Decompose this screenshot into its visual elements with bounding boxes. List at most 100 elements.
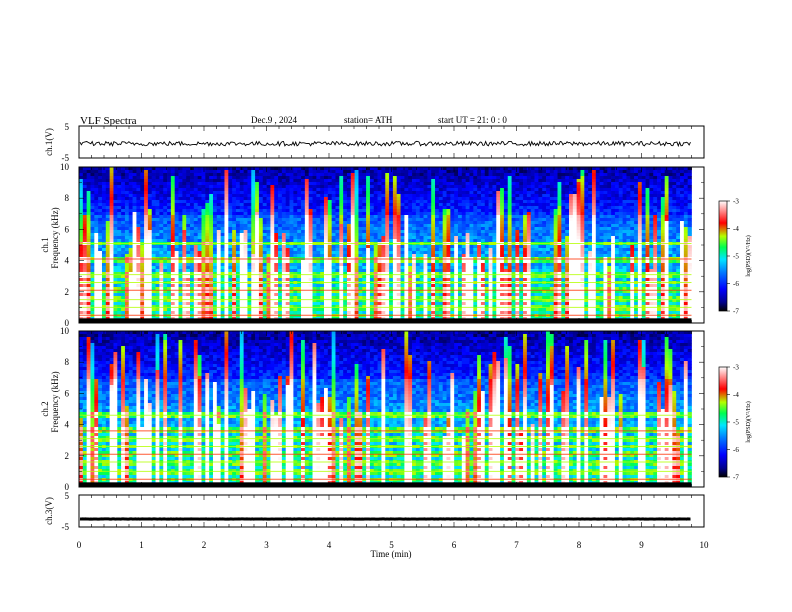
ch1-spectrogram-cell bbox=[167, 167, 172, 171]
ch1-spectrogram-cell bbox=[159, 200, 164, 204]
ch1-spectrogram-cell bbox=[335, 245, 340, 249]
ch1-spectrogram-cell bbox=[94, 254, 99, 258]
ch1-spectrogram-cell bbox=[228, 224, 233, 228]
ch1-spectrogram-cell bbox=[446, 206, 451, 210]
ch1-spectrogram-cell bbox=[457, 209, 463, 213]
ch1-spectrogram-cell bbox=[408, 218, 413, 222]
ch1-spectrogram-cell bbox=[255, 218, 260, 222]
ch1-spectrogram-cell bbox=[216, 215, 221, 219]
ch1-spectrogram-cell bbox=[350, 251, 355, 255]
ch1-spectrogram-cell bbox=[561, 212, 566, 216]
ch1-spectrogram-cell bbox=[270, 245, 275, 249]
ch1-spectrogram-cell bbox=[285, 248, 290, 252]
ch1-spectrogram-cell bbox=[109, 251, 114, 255]
ch1-spectrogram-cell bbox=[109, 230, 114, 234]
ch1-spectrogram-cell bbox=[101, 245, 107, 249]
ch1-ylabel: ch.1(V) bbox=[44, 128, 54, 156]
ch1-spectrogram-cell bbox=[377, 224, 382, 228]
ch1-spectrogram-cell bbox=[442, 170, 447, 174]
ch1-spectrogram-cell bbox=[121, 182, 126, 186]
ch1-spectrogram-cell bbox=[324, 221, 329, 225]
ch1-spectrogram-cell bbox=[626, 218, 631, 222]
ch1-spectrogram-cell bbox=[339, 185, 344, 189]
ch1-spectrogram-cell bbox=[450, 221, 455, 225]
ch1-spectrogram-cell bbox=[151, 239, 156, 243]
ch1-spectrogram-cell bbox=[193, 179, 199, 183]
ch1-spectrogram-cell bbox=[580, 191, 585, 195]
ch1-spectrogram-cell bbox=[285, 233, 290, 237]
ch1-spectrogram-cell bbox=[147, 179, 153, 183]
ch1-spectrogram-cell bbox=[595, 167, 600, 171]
ch1-spectrogram-cell bbox=[438, 188, 444, 192]
ch1-spectrogram-cell bbox=[438, 248, 444, 252]
ch1-spectrogram-cell bbox=[435, 254, 440, 258]
ch1-spectrogram-cell bbox=[457, 167, 463, 171]
ch1-spectrogram-cell bbox=[232, 188, 237, 192]
ch1-spectrogram-cell bbox=[450, 212, 455, 216]
ch1-spectrogram-cell bbox=[316, 221, 321, 225]
ch1-spectrogram-cell bbox=[90, 230, 95, 234]
ch1-spectrogram-cell bbox=[507, 185, 512, 189]
ch1-spectrogram-cell bbox=[457, 185, 463, 189]
ch1-spectrogram-cell bbox=[385, 176, 390, 180]
ch1-spectrogram-cell bbox=[193, 221, 199, 225]
ch1-spectrogram-cell bbox=[687, 197, 692, 201]
ch1-spectrogram-cell bbox=[534, 182, 539, 186]
ch1-spectrogram-cell bbox=[136, 218, 141, 222]
ch1-spectrogram-cell bbox=[469, 245, 474, 249]
ch1-spectrogram-cell bbox=[473, 176, 478, 180]
ch1-spectrogram-cell bbox=[488, 245, 493, 249]
ch1-spectrogram-cell bbox=[488, 206, 493, 210]
ch1-spectrogram-cell bbox=[687, 218, 692, 222]
ch1-spectrogram-cell bbox=[293, 218, 298, 222]
ch1-spectrogram-cell bbox=[155, 251, 160, 255]
ch1-spectrogram-cell bbox=[415, 236, 421, 240]
ch1-spectrogram-cell bbox=[618, 191, 623, 195]
ch1-spectrogram-cell bbox=[454, 176, 459, 180]
ch1-spectrogram-cell bbox=[630, 179, 635, 183]
ch1-spectrogram-cell bbox=[228, 167, 233, 171]
ch1-spectrogram-cell bbox=[457, 191, 463, 195]
ch1-spectrogram-cell bbox=[385, 254, 390, 258]
ch1-spectrogram-cell bbox=[488, 233, 493, 237]
ch1-spectrogram-cell bbox=[538, 251, 543, 255]
ch1-spectrogram-cell bbox=[400, 215, 405, 219]
ch1-spectrogram-cell bbox=[557, 212, 562, 216]
ch1-spectrogram-cell bbox=[488, 194, 493, 198]
ch1-spectrogram-cell bbox=[377, 230, 382, 234]
ch1-spectrogram-cell bbox=[649, 209, 654, 213]
ch1-spectrogram-cell bbox=[193, 167, 199, 171]
ch1-spectrogram-cell bbox=[155, 230, 160, 234]
ch1-spectrogram-cell bbox=[549, 188, 555, 192]
ch1-spectrogram-cell bbox=[281, 176, 287, 180]
ch1-spectrogram-cell bbox=[473, 221, 478, 225]
ch1-spectrogram-cell bbox=[124, 170, 130, 174]
ch1-spectrogram-cell bbox=[657, 230, 662, 234]
ch1-spectrogram-cell bbox=[308, 239, 313, 243]
ch1-spectrogram-cell bbox=[101, 209, 107, 213]
ch1-spectrogram-cell bbox=[339, 206, 344, 210]
ch1-spectrogram-cell bbox=[496, 173, 501, 177]
ch1-spectrogram-cell bbox=[385, 221, 390, 225]
ch1-spectrogram-cell bbox=[369, 239, 375, 243]
ch1-spectrogram-cell bbox=[496, 212, 501, 216]
ch1-spectrogram-cell bbox=[262, 233, 267, 237]
ch1-spectrogram-cell bbox=[243, 248, 248, 252]
ch1-spectrogram-cell bbox=[343, 236, 348, 240]
ch1-spectrogram-cell bbox=[343, 167, 348, 171]
ch1-spectrogram-cell bbox=[216, 200, 221, 204]
ch1-spectrogram-cell bbox=[151, 248, 156, 252]
ch1-spectrogram-cell bbox=[687, 245, 692, 249]
ch1-spectrogram-cell bbox=[350, 191, 355, 195]
ch1-spectrogram-cell bbox=[255, 191, 260, 195]
ch1-spectrogram-cell bbox=[90, 251, 95, 255]
ch1-spectrogram-cell bbox=[369, 191, 375, 195]
ch1-spectrogram-cell bbox=[247, 200, 252, 204]
ch1-spectrogram-cell bbox=[239, 167, 244, 171]
ch1-spectrogram-cell bbox=[105, 188, 110, 192]
ch1-spectrogram-cell bbox=[324, 245, 329, 249]
ch1-spectrogram-cell bbox=[511, 236, 516, 240]
ch1-spectrogram-cell bbox=[136, 173, 141, 177]
ch1-spectrogram-cell bbox=[645, 194, 650, 198]
ch1-spectrogram-cell bbox=[243, 224, 248, 228]
